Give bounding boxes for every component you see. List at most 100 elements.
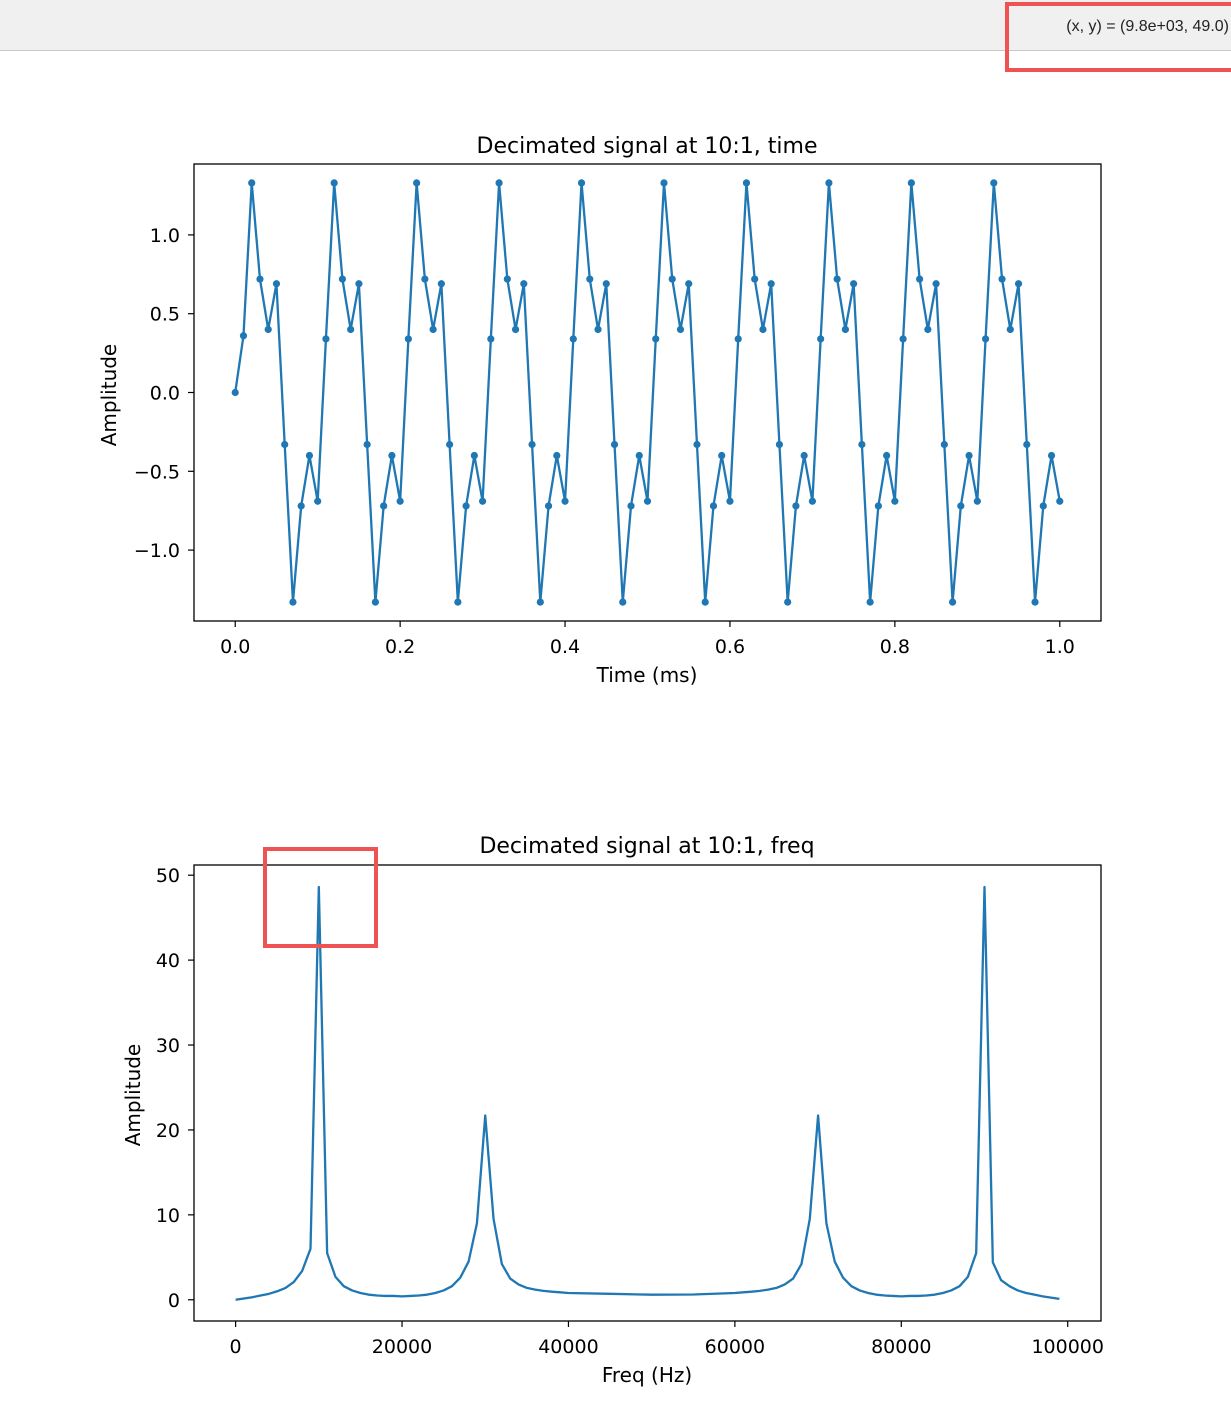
data-point[interactable] bbox=[437, 280, 445, 288]
data-point[interactable] bbox=[775, 440, 784, 449]
data-point[interactable] bbox=[784, 598, 792, 606]
data-point[interactable] bbox=[256, 275, 264, 283]
data-point[interactable] bbox=[965, 451, 973, 460]
data-point[interactable] bbox=[569, 335, 577, 343]
data-point[interactable] bbox=[800, 451, 808, 460]
data-point[interactable] bbox=[347, 325, 355, 334]
data-point[interactable] bbox=[874, 502, 882, 510]
data-point[interactable] bbox=[1006, 325, 1014, 334]
data-point[interactable] bbox=[627, 502, 635, 510]
data-point[interactable] bbox=[297, 502, 305, 510]
data-point[interactable] bbox=[635, 451, 643, 460]
data-point[interactable] bbox=[833, 275, 841, 283]
data-point[interactable] bbox=[264, 325, 272, 334]
data-point[interactable] bbox=[404, 335, 412, 343]
data-point[interactable] bbox=[948, 598, 957, 606]
data-point[interactable] bbox=[388, 451, 396, 460]
data-point[interactable] bbox=[792, 502, 800, 510]
data-point[interactable] bbox=[602, 280, 610, 288]
data-point[interactable] bbox=[957, 502, 965, 510]
data-point[interactable] bbox=[330, 179, 338, 187]
data-point[interactable] bbox=[281, 440, 289, 449]
data-point[interactable] bbox=[643, 497, 652, 505]
data-point[interactable] bbox=[660, 179, 668, 187]
data-point[interactable] bbox=[511, 325, 520, 334]
data-point[interactable] bbox=[685, 280, 693, 288]
data-point[interactable] bbox=[751, 275, 759, 283]
data-point[interactable] bbox=[924, 325, 932, 334]
data-point[interactable] bbox=[1047, 451, 1056, 460]
data-point[interactable] bbox=[314, 497, 322, 505]
data-point[interactable] bbox=[668, 275, 676, 283]
data-point[interactable] bbox=[973, 497, 981, 505]
data-point[interactable] bbox=[726, 497, 734, 505]
series-line[interactable] bbox=[234, 181, 1061, 604]
data-point[interactable] bbox=[940, 440, 948, 449]
data-point[interactable] bbox=[652, 335, 660, 343]
data-point[interactable] bbox=[520, 280, 528, 288]
data-point[interactable] bbox=[289, 598, 297, 606]
data-point[interactable] bbox=[446, 440, 454, 449]
data-point[interactable] bbox=[759, 325, 767, 334]
data-point[interactable] bbox=[528, 440, 536, 449]
data-point[interactable] bbox=[817, 335, 825, 343]
data-point[interactable] bbox=[544, 502, 553, 510]
data-point[interactable] bbox=[462, 502, 470, 510]
data-point[interactable] bbox=[841, 325, 849, 334]
data-point[interactable] bbox=[396, 497, 404, 505]
data-point[interactable] bbox=[1039, 502, 1047, 510]
data-point[interactable] bbox=[709, 502, 718, 510]
data-point[interactable] bbox=[553, 451, 561, 460]
data-point[interactable] bbox=[883, 451, 891, 460]
data-point[interactable] bbox=[355, 280, 363, 288]
data-point[interactable] bbox=[338, 275, 347, 283]
data-point[interactable] bbox=[594, 325, 602, 334]
data-point[interactable] bbox=[363, 440, 371, 449]
data-point[interactable] bbox=[676, 325, 685, 334]
data-point[interactable] bbox=[322, 335, 330, 343]
data-point[interactable] bbox=[858, 440, 866, 449]
data-point[interactable] bbox=[380, 502, 388, 510]
data-point[interactable] bbox=[371, 598, 379, 606]
data-point[interactable] bbox=[413, 179, 421, 187]
freq-plot-axes[interactable]: Decimated signal at 10:1, freq Freq (Hz)… bbox=[121, 834, 1104, 1387]
data-point[interactable] bbox=[586, 275, 594, 283]
data-point[interactable] bbox=[808, 497, 817, 505]
data-point[interactable] bbox=[1014, 280, 1023, 288]
data-point[interactable] bbox=[701, 598, 709, 606]
data-point[interactable] bbox=[429, 325, 437, 334]
data-point[interactable] bbox=[990, 179, 998, 187]
data-point[interactable] bbox=[891, 497, 899, 505]
data-point[interactable] bbox=[907, 179, 915, 187]
data-point[interactable] bbox=[932, 280, 940, 288]
data-point[interactable] bbox=[981, 335, 990, 343]
data-point[interactable] bbox=[478, 497, 487, 505]
data-point[interactable] bbox=[470, 451, 478, 460]
data-point[interactable] bbox=[503, 275, 511, 283]
data-point[interactable] bbox=[1023, 440, 1031, 449]
data-point[interactable] bbox=[248, 179, 256, 187]
data-point[interactable] bbox=[305, 451, 314, 460]
data-point[interactable] bbox=[734, 335, 742, 343]
data-point[interactable] bbox=[239, 332, 248, 340]
data-point[interactable] bbox=[561, 497, 569, 505]
data-point[interactable] bbox=[495, 179, 503, 187]
data-point[interactable] bbox=[577, 179, 586, 187]
data-point[interactable] bbox=[272, 280, 281, 288]
data-point[interactable] bbox=[454, 598, 462, 606]
data-point[interactable] bbox=[487, 335, 495, 343]
data-point[interactable] bbox=[767, 280, 775, 288]
data-point[interactable] bbox=[619, 598, 627, 606]
data-point[interactable] bbox=[916, 275, 924, 283]
data-point[interactable] bbox=[998, 275, 1006, 283]
data-point[interactable] bbox=[718, 451, 726, 460]
data-point[interactable] bbox=[536, 598, 544, 606]
data-point[interactable] bbox=[231, 388, 239, 397]
data-point[interactable] bbox=[610, 440, 619, 449]
series-line[interactable] bbox=[235, 885, 1060, 1301]
data-point[interactable] bbox=[693, 440, 701, 449]
data-point[interactable] bbox=[866, 598, 874, 606]
data-point[interactable] bbox=[421, 275, 429, 283]
data-point[interactable] bbox=[1056, 497, 1064, 505]
data-point[interactable] bbox=[825, 179, 833, 187]
